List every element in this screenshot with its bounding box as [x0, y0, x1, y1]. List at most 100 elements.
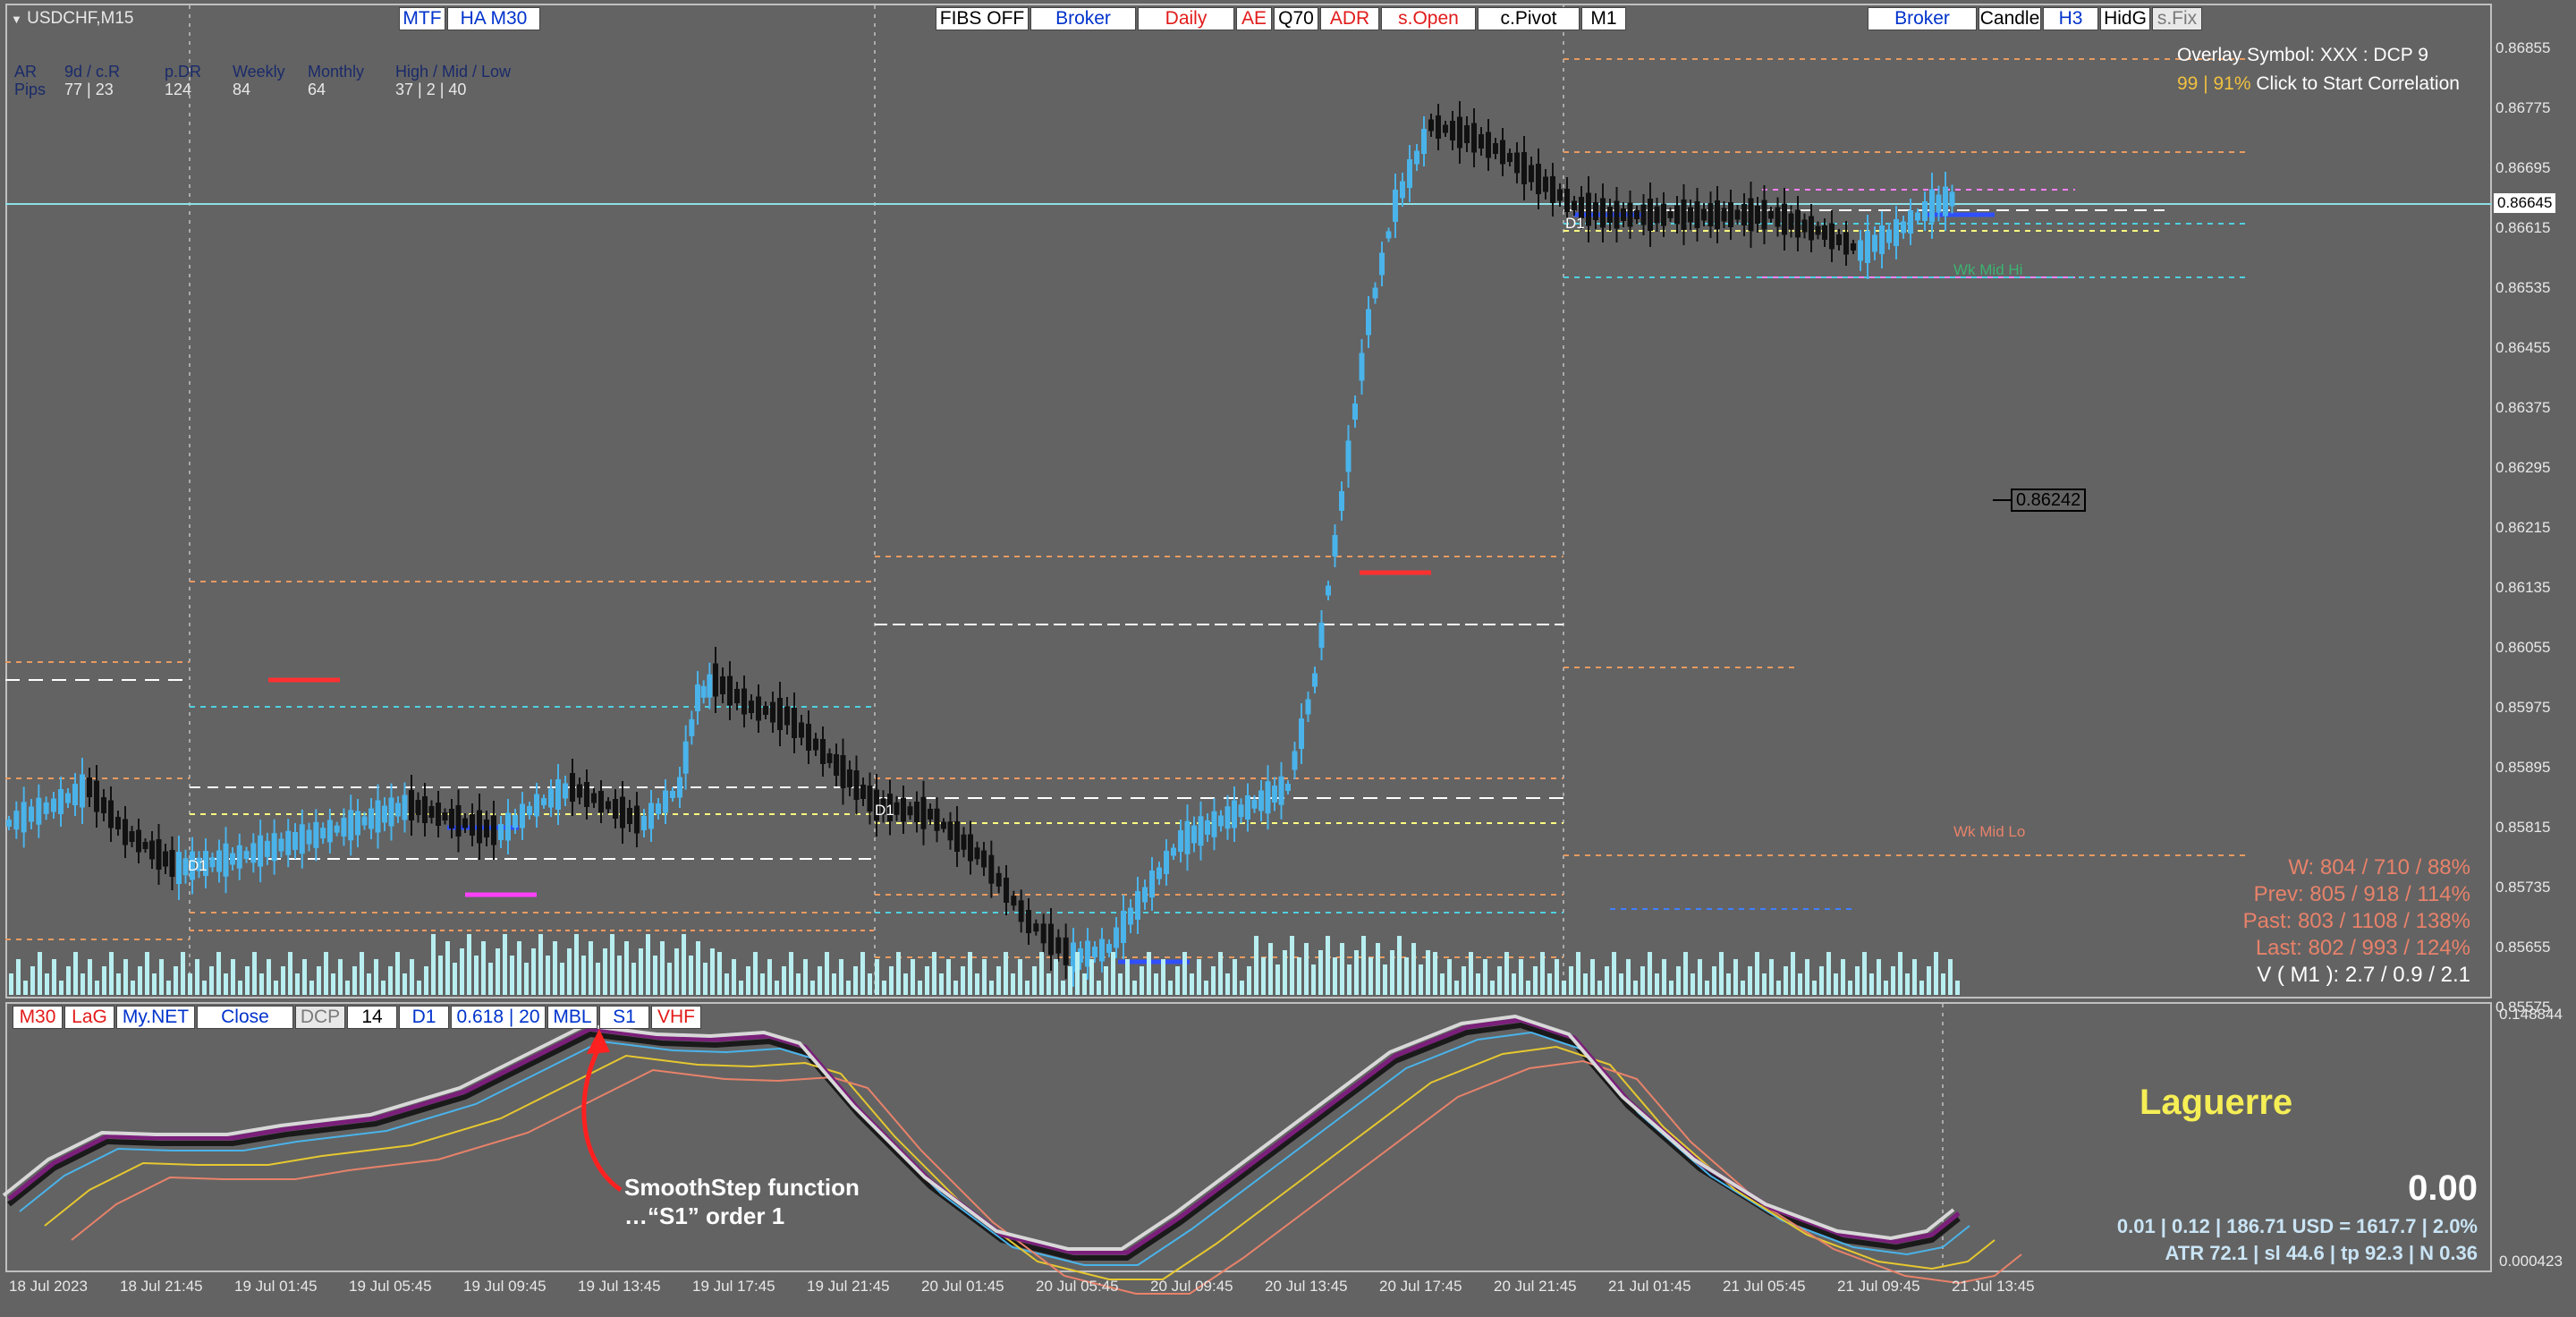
- candle-body: [299, 824, 305, 854]
- fibs-off-button[interactable]: FIBS OFF: [936, 7, 1029, 30]
- volume-bar: [946, 959, 951, 995]
- ind-m30-button[interactable]: M30: [13, 1006, 63, 1029]
- ind-s1-button[interactable]: S1: [599, 1006, 649, 1029]
- mtf-button[interactable]: MTF: [399, 7, 445, 30]
- candle-body: [563, 783, 568, 799]
- ind-dcp-button[interactable]: DCP: [295, 1006, 345, 1029]
- candle-body: [1149, 871, 1155, 897]
- candle-body: [1004, 878, 1009, 903]
- candle-body: [947, 821, 953, 841]
- volume-bar: [1848, 981, 1852, 995]
- candle-body: [713, 663, 718, 697]
- volume-bar: [431, 934, 436, 995]
- candle-body: [1936, 194, 1942, 213]
- volume-bar: [410, 959, 414, 995]
- h3-button[interactable]: H3: [2043, 7, 2098, 30]
- candle-body: [477, 810, 482, 844]
- volume-bar: [667, 963, 672, 995]
- ha-m30-button[interactable]: HA M30: [447, 7, 540, 30]
- ind-mynet-button[interactable]: My.NET: [116, 1006, 195, 1029]
- volume-bar: [52, 959, 56, 995]
- indicator-line2: ATR 72.1 | sl 44.6 | tp 92.3 | N 0.36: [2165, 1242, 2478, 1264]
- candle-body: [258, 835, 264, 867]
- volume-bar: [1326, 936, 1330, 995]
- volume-bar: [1182, 952, 1187, 995]
- broker-button[interactable]: Broker: [1030, 7, 1136, 30]
- candle-body: [1205, 820, 1210, 835]
- volume-bar: [1812, 981, 1817, 995]
- candle-button[interactable]: Candle: [1979, 7, 2041, 30]
- volume-bar: [775, 981, 779, 995]
- correlation-action[interactable]: Click to Start Correlation: [2256, 73, 2460, 94]
- c-pivot-button[interactable]: c.Pivot: [1478, 7, 1580, 30]
- volume-bar: [1190, 973, 1194, 995]
- symbol-dropdown-icon[interactable]: ▼: [11, 13, 22, 26]
- candle-body: [1251, 799, 1258, 809]
- adr-button[interactable]: ADR: [1320, 7, 1379, 30]
- candle-body: [700, 685, 707, 698]
- correlation-link[interactable]: 99 | 91% Click to Start Correlation: [2177, 73, 2460, 95]
- candle-body: [1640, 204, 1647, 225]
- candle-body: [285, 830, 292, 855]
- volume-bar: [274, 981, 278, 995]
- volume-bar: [703, 963, 708, 995]
- s-fix-button[interactable]: s.Fix: [2152, 7, 2202, 30]
- candle-body: [1507, 153, 1513, 162]
- price-axis-label: 0.85735: [2496, 879, 2551, 896]
- volume-bar: [1304, 943, 1309, 995]
- candle-body: [1218, 815, 1224, 827]
- volume-bar: [481, 941, 486, 995]
- candle-body: [894, 802, 900, 815]
- candle-body: [1572, 200, 1577, 211]
- volume-bar: [832, 973, 836, 995]
- volume-bar: [1204, 981, 1208, 995]
- broker-right-button[interactable]: Broker: [1868, 7, 1977, 30]
- s-open-button[interactable]: s.Open: [1381, 7, 1476, 30]
- candle-body: [1734, 209, 1741, 220]
- candle-body: [874, 789, 879, 821]
- candle-body: [216, 850, 222, 872]
- volume-bar: [295, 973, 300, 995]
- candle-body: [115, 817, 121, 829]
- ind-fib-button[interactable]: 0.618 | 20: [451, 1006, 546, 1029]
- ind-lag-button[interactable]: LaG: [64, 1006, 114, 1029]
- ae-button[interactable]: AE: [1236, 7, 1272, 30]
- candle-body: [1191, 825, 1197, 844]
- ind-close-button[interactable]: Close: [197, 1006, 293, 1029]
- candle-body: [1379, 252, 1385, 276]
- candle-body: [1872, 234, 1877, 252]
- volume-bar: [331, 973, 335, 995]
- annotation-line1: SmoothStep function: [624, 1174, 860, 1201]
- ind-mbl-button[interactable]: MBL: [547, 1006, 597, 1029]
- candle-body: [108, 800, 114, 828]
- ind-d1-button[interactable]: D1: [399, 1006, 449, 1029]
- candle-body: [1943, 186, 1948, 217]
- stats-label-weekly: Weekly: [233, 63, 285, 81]
- volume-bar: [267, 959, 271, 995]
- q70-button[interactable]: Q70: [1274, 7, 1318, 30]
- volume-bar: [123, 959, 128, 995]
- stats-label-ar: AR: [14, 63, 38, 81]
- volume-bar: [1347, 964, 1352, 995]
- ind-14-button[interactable]: 14: [347, 1006, 397, 1029]
- candle-body: [981, 850, 987, 868]
- volume-bar: [1540, 952, 1545, 995]
- volume-bar: [1690, 973, 1695, 995]
- volume-bar: [1955, 981, 1960, 995]
- candle-body: [901, 797, 906, 822]
- volume-bar: [288, 952, 292, 995]
- candle-body: [968, 834, 973, 862]
- candle-body: [355, 811, 360, 836]
- candle-body: [591, 793, 597, 803]
- candle-body: [1809, 216, 1814, 241]
- time-axis-label: 21 Jul 13:45: [1952, 1278, 2035, 1295]
- hidg-button[interactable]: HidG: [2100, 7, 2150, 30]
- m1-button[interactable]: M1: [1581, 7, 1626, 30]
- volume-bar: [1447, 959, 1452, 995]
- volume-bar: [202, 981, 207, 995]
- ind-vhf-button[interactable]: VHF: [651, 1006, 701, 1029]
- candle-body: [101, 797, 106, 813]
- daily-button[interactable]: Daily: [1138, 7, 1234, 30]
- volume-bar: [760, 973, 765, 995]
